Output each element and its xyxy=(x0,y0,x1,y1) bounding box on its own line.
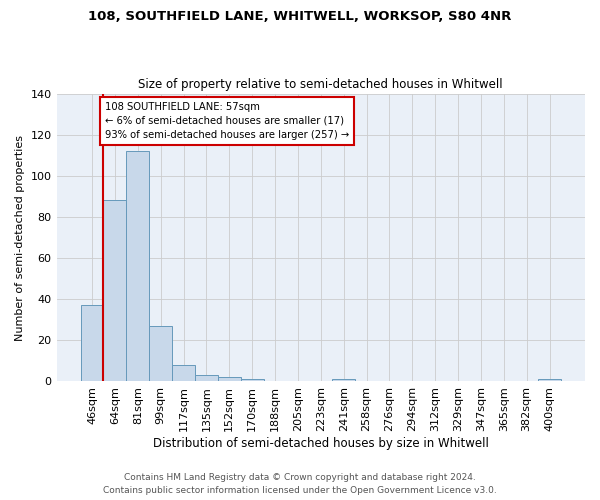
Text: 108, SOUTHFIELD LANE, WHITWELL, WORKSOP, S80 4NR: 108, SOUTHFIELD LANE, WHITWELL, WORKSOP,… xyxy=(88,10,512,23)
X-axis label: Distribution of semi-detached houses by size in Whitwell: Distribution of semi-detached houses by … xyxy=(153,437,489,450)
Text: 108 SOUTHFIELD LANE: 57sqm
← 6% of semi-detached houses are smaller (17)
93% of : 108 SOUTHFIELD LANE: 57sqm ← 6% of semi-… xyxy=(104,102,349,140)
Bar xyxy=(172,365,195,382)
Bar xyxy=(103,200,127,382)
Bar xyxy=(127,151,149,382)
Bar xyxy=(195,376,218,382)
Bar xyxy=(80,306,103,382)
Bar xyxy=(241,380,263,382)
Bar xyxy=(218,378,241,382)
Bar xyxy=(149,326,172,382)
Title: Size of property relative to semi-detached houses in Whitwell: Size of property relative to semi-detach… xyxy=(139,78,503,91)
Bar xyxy=(332,380,355,382)
Text: Contains HM Land Registry data © Crown copyright and database right 2024.
Contai: Contains HM Land Registry data © Crown c… xyxy=(103,474,497,495)
Y-axis label: Number of semi-detached properties: Number of semi-detached properties xyxy=(15,134,25,340)
Bar xyxy=(538,380,561,382)
